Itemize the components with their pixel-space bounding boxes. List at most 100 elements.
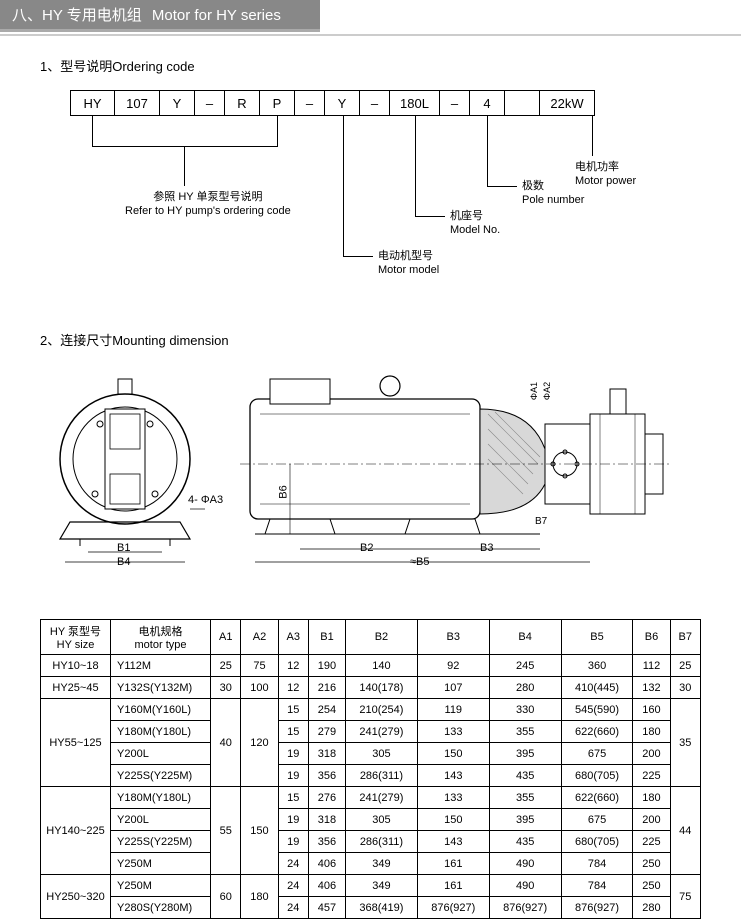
cell: 150 [241,787,278,875]
cell: 406 [308,875,345,897]
table-row: Y280S(Y280M)24457368(419)876(927)876(927… [41,897,701,919]
dim-b5: ≈B5 [410,556,430,568]
cell: 150 [417,809,489,831]
cell: 318 [308,809,345,831]
table-row: HY25~45Y132S(Y132M)3010012216140(178)107… [41,677,701,699]
cell: 200 [633,743,670,765]
cell: 75 [241,655,278,677]
cell: 19 [278,831,308,853]
header-title-en: Motor for HY series [152,7,281,24]
cell: 40 [211,699,241,787]
cell: 279 [308,721,345,743]
section1-label: 1、型号说明Ordering code [40,56,701,75]
dim-b2: B2 [360,542,373,554]
cell: 160 [633,699,670,721]
cell-motor: Y160M(Y160L) [111,699,211,721]
cell-motor: Y250M [111,853,211,875]
table-row: Y200L19318305150395675200 [41,809,701,831]
cell: 180 [633,787,670,809]
cell: 35 [670,699,701,787]
cell: 133 [417,787,489,809]
dim-a3: 4- ΦA3 [188,494,223,506]
cell-motor: Y280S(Y280M) [111,897,211,919]
cell: 143 [417,831,489,853]
code-box-12 [505,90,540,116]
cell: 241(279) [346,787,418,809]
cell: 280 [633,897,670,919]
leader-pump-d [184,146,185,186]
cell: 30 [211,677,241,699]
cell: 360 [561,655,633,677]
cell: 457 [308,897,345,919]
cell: 318 [308,743,345,765]
cell: 25 [211,655,241,677]
cell: 225 [633,765,670,787]
code-box-1: 107 [115,90,160,116]
cell-motor: Y225S(Y225M) [111,831,211,853]
cell: 180 [241,875,278,919]
leader-pump-l [92,116,93,146]
cell: 216 [308,677,345,699]
cell: 12 [278,677,308,699]
anno-motor: 电动机型号 Motor model [378,249,439,278]
cell: 784 [561,875,633,897]
cell: 24 [278,875,308,897]
cell: 225 [633,831,670,853]
th-size: HY 泵型号 HY size [41,620,111,655]
cell: 24 [278,897,308,919]
cell-motor: Y200L [111,809,211,831]
content-area: 1、型号说明Ordering code HY 107 Y – R P – Y –… [0,56,741,919]
cell: 19 [278,765,308,787]
cell: 876(927) [561,897,633,919]
code-box-8: – [360,90,390,116]
dim-b3: B3 [480,542,493,554]
cell: 140 [346,655,418,677]
code-box-7: Y [325,90,360,116]
header-title-cn: 八、HY 专用电机组 [12,7,142,24]
cell-size: HY140~225 [41,787,111,875]
cell: 254 [308,699,345,721]
mounting-drawing: B1 B4 4- ΦA3 [40,364,701,604]
cell: 406 [308,853,345,875]
cell: 356 [308,831,345,853]
cell-motor: Y200L [111,743,211,765]
table-row: Y180M(Y180L)15279241(279)133355622(660)1… [41,721,701,743]
cell: 622(660) [561,721,633,743]
anno-pole: 极数 Pole number [522,179,584,208]
table-head: HY 泵型号 HY size 电机规格 motor type A1 A2 A3 … [41,620,701,655]
cell: 680(705) [561,765,633,787]
cell: 24 [278,853,308,875]
cell: 55 [211,787,241,875]
side-view-svg [240,364,700,574]
cell: 19 [278,809,308,831]
cell-size: HY25~45 [41,677,111,699]
cell: 30 [670,677,701,699]
cell: 200 [633,809,670,831]
dim-b6: B6 [278,485,290,498]
cell: 132 [633,677,670,699]
code-box-0: HY [70,90,115,116]
leader-model [415,116,416,216]
cell: 784 [561,853,633,875]
cell-size: HY250~320 [41,875,111,919]
anno-pump: 参照 HY 单泵型号说明 Refer to HY pump's ordering… [125,190,291,219]
table-row: HY140~225Y180M(Y180L)5515015276241(279)1… [41,787,701,809]
cell: 395 [489,809,561,831]
cell: 545(590) [561,699,633,721]
cell: 349 [346,875,418,897]
dim-b1: B1 [117,542,130,554]
cell: 355 [489,721,561,743]
table-body: HY10~18Y112M2575121901409224536011225HY2… [41,655,701,919]
cell: 44 [670,787,701,875]
page-header: 八、HY 专用电机组 Motor for HY series [0,0,320,32]
cell-motor: Y180M(Y180L) [111,787,211,809]
cell: 435 [489,765,561,787]
cell: 876(927) [417,897,489,919]
cell: 133 [417,721,489,743]
anno-model: 机座号 Model No. [450,209,500,238]
cell: 25 [670,655,701,677]
cell: 180 [633,721,670,743]
cell: 161 [417,853,489,875]
cell: 19 [278,743,308,765]
cell: 245 [489,655,561,677]
